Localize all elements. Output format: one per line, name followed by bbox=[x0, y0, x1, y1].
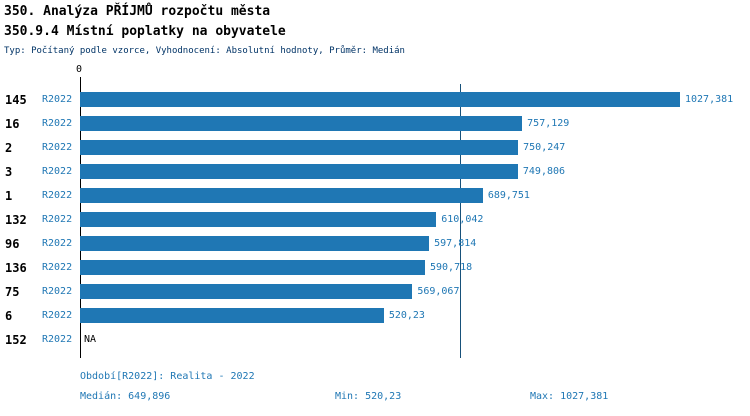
chart-row: 136 R2022 590,718 bbox=[0, 256, 750, 280]
row-period-label: R2022 bbox=[42, 310, 73, 321]
value-bar bbox=[80, 164, 518, 179]
row-id-label: 132 bbox=[5, 213, 27, 227]
chart-row: 1 R2022 689,751 bbox=[0, 184, 750, 208]
row-id-label: 152 bbox=[5, 333, 27, 347]
bar-value-label: 749,806 bbox=[522, 166, 566, 177]
value-bar bbox=[80, 140, 519, 155]
bar-value-label: 750,247 bbox=[523, 142, 566, 153]
row-id-label: 1 bbox=[5, 189, 13, 203]
median-line bbox=[459, 84, 461, 358]
bar-value-label: 689,751 bbox=[487, 190, 530, 201]
value-bar bbox=[80, 92, 680, 107]
value-bar bbox=[80, 116, 523, 131]
bar-value-label: 520,23 bbox=[388, 310, 425, 321]
row-period-label: R2022 bbox=[42, 142, 73, 153]
chart-row: 6 R2022 520,23 bbox=[0, 304, 750, 328]
x-axis-zero-tick-label: 0 bbox=[76, 64, 83, 75]
row-period-label: R2022 bbox=[42, 214, 73, 225]
value-bar bbox=[80, 236, 430, 251]
footer-period-legend: Období[R2022]: Realita - 2022 bbox=[80, 371, 255, 382]
chart-row: 152 R2022 NA bbox=[0, 328, 750, 352]
footer-max-stat: Max: 1027,381 bbox=[530, 391, 609, 402]
row-period-label: R2022 bbox=[42, 118, 73, 129]
value-bar bbox=[80, 212, 437, 227]
chart-row: 132 R2022 610,042 bbox=[0, 208, 750, 232]
chart-subtitle: Typ: Počítaný podle vzorce, Vyhodnocení:… bbox=[4, 46, 405, 56]
row-period-label: R2022 bbox=[42, 94, 73, 105]
row-period-label: R2022 bbox=[42, 190, 73, 201]
chart-row: 75 R2022 569,067 bbox=[0, 280, 750, 304]
bar-value-label: 590,718 bbox=[429, 262, 473, 273]
na-value-label: NA bbox=[84, 334, 97, 345]
row-period-label: R2022 bbox=[42, 166, 73, 177]
row-id-label: 16 bbox=[5, 117, 20, 131]
row-period-label: R2022 bbox=[42, 334, 73, 345]
chart-title-line1: 350. Analýza PŘÍJMŮ rozpočtu města bbox=[4, 4, 271, 19]
bar-value-label: 569,067 bbox=[417, 286, 460, 297]
chart-row: 145 R2022 1027,381 bbox=[0, 88, 750, 112]
chart-row: 96 R2022 597,814 bbox=[0, 232, 750, 256]
bar-value-label: 757,129 bbox=[527, 118, 570, 129]
chart-row: 16 R2022 757,129 bbox=[0, 112, 750, 136]
value-bar bbox=[80, 260, 425, 275]
row-period-label: R2022 bbox=[42, 262, 73, 273]
chart-title-line2: 350.9.4 Místní poplatky na obyvatele bbox=[4, 24, 286, 39]
chart-row: 2 R2022 750,247 bbox=[0, 136, 750, 160]
row-id-label: 75 bbox=[5, 285, 20, 299]
row-id-label: 136 bbox=[5, 261, 27, 275]
row-id-label: 2 bbox=[5, 141, 13, 155]
value-bar bbox=[80, 308, 384, 323]
row-id-label: 3 bbox=[5, 165, 13, 179]
chart-row: 3 R2022 749,806 bbox=[0, 160, 750, 184]
value-bar bbox=[80, 284, 413, 299]
footer-min-stat: Min: 520,23 bbox=[335, 391, 402, 402]
row-period-label: R2022 bbox=[42, 286, 73, 297]
row-id-label: 96 bbox=[5, 237, 20, 251]
footer-median-stat: Medián: 649,896 bbox=[80, 391, 171, 402]
row-period-label: R2022 bbox=[42, 238, 73, 249]
value-bar bbox=[80, 188, 483, 203]
bar-value-label: 597,814 bbox=[434, 238, 477, 249]
bar-value-label: 1027,381 bbox=[685, 94, 734, 105]
bar-value-label: 610,042 bbox=[441, 214, 484, 225]
row-id-label: 145 bbox=[5, 93, 27, 107]
row-id-label: 6 bbox=[5, 309, 13, 323]
